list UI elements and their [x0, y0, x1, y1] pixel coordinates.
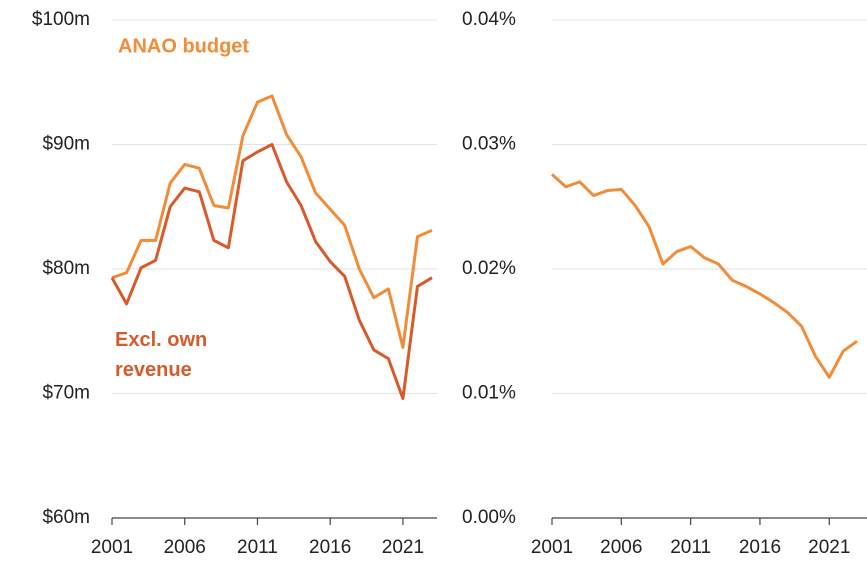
x-tick-label: 2006	[600, 537, 642, 558]
label-line: Excl. own	[115, 329, 213, 351]
y-tick-label: $80m	[42, 258, 90, 279]
y-tick-label: $60m	[42, 507, 90, 528]
x-tick-label: 2016	[739, 537, 781, 558]
y-tick-label: 0.01%	[462, 383, 516, 404]
y-tick-label: 0.00%	[462, 507, 516, 528]
y-tick-label: 0.04%	[462, 9, 516, 30]
line	[111, 94, 433, 349]
label-line: revenue	[115, 359, 192, 381]
x-tick-label: 2006	[164, 537, 206, 558]
x-tick-label: 2001	[91, 537, 133, 558]
y-tick-label: $90m	[42, 134, 90, 155]
line	[110, 143, 433, 400]
y-tick-label: 0.03%	[462, 134, 516, 155]
x-tick-label: 2001	[531, 537, 573, 558]
x-tick-label: 2011	[670, 537, 711, 558]
y-tick-label: $100m	[32, 9, 90, 30]
line	[550, 173, 858, 379]
y-tick-label: $70m	[42, 383, 90, 404]
y-tick-label: 0.02%	[462, 258, 516, 279]
series-label: Excl. own revenue	[115, 329, 213, 381]
x-tick-label: 2016	[309, 537, 351, 558]
x-tick-label: 2021	[808, 537, 850, 558]
x-tick-label: 2011	[237, 537, 278, 558]
x-tick-label: 2021	[382, 537, 424, 558]
series-label: ANAO budget	[118, 35, 249, 57]
